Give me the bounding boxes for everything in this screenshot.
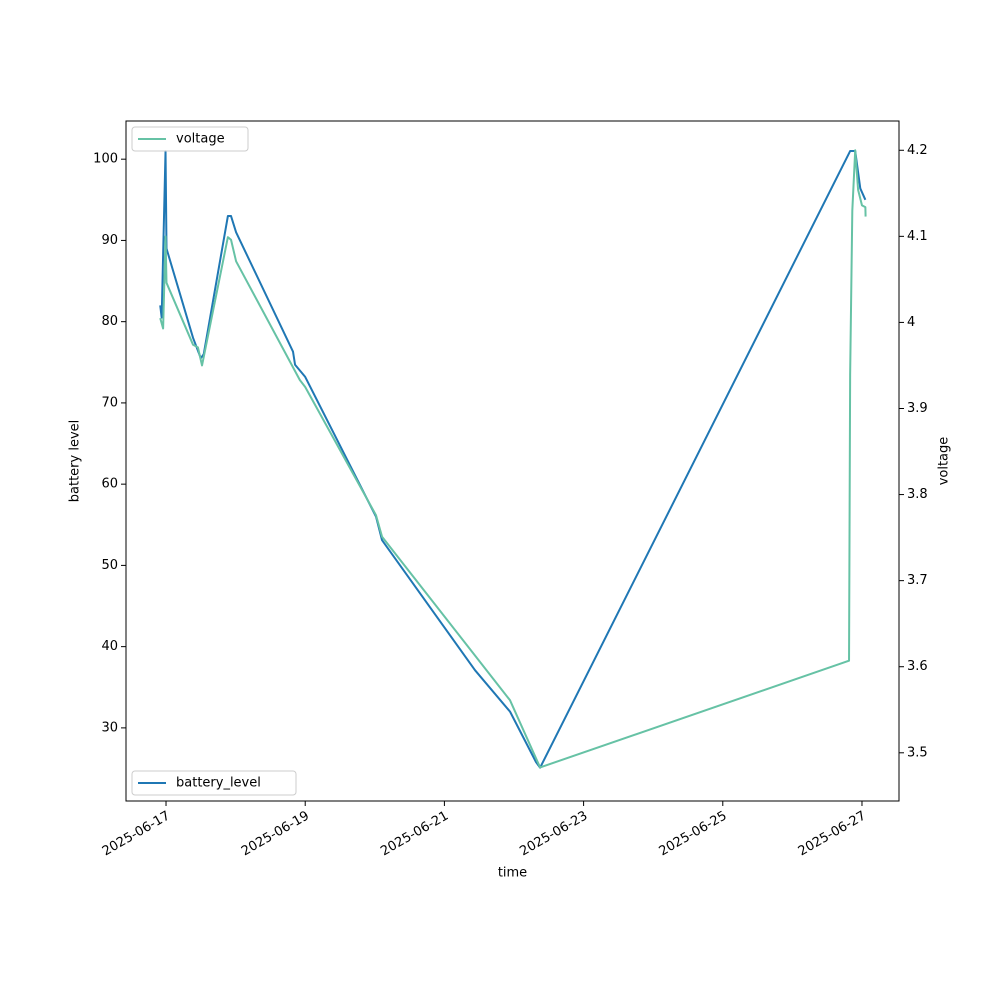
y2-tick-label: 3.7 (907, 573, 928, 588)
y-axis-label: battery level (68, 420, 83, 503)
y-tick-label: 90 (101, 233, 118, 248)
legend-label: battery_level (176, 776, 261, 791)
y2-tick-label: 4.2 (907, 143, 928, 158)
y-tick-label: 80 (101, 314, 118, 329)
y-tick-label: 70 (101, 395, 118, 410)
legend: voltage (131, 126, 249, 152)
y-tick-label: 50 (101, 558, 118, 573)
x-tick-label: 2025-06-21 (378, 809, 451, 860)
x-tick-label: 2025-06-25 (657, 809, 730, 860)
y-tick-label: 40 (101, 639, 118, 654)
x-tick-label: 2025-06-23 (517, 809, 590, 860)
y2-tick-label: 3.8 (907, 487, 928, 502)
y2-tick-label: 3.5 (907, 745, 928, 760)
series-line (159, 150, 867, 769)
x-axis-label: time (498, 866, 527, 881)
x-tick-label: 2025-06-19 (239, 809, 312, 860)
plot-frame (125, 120, 900, 802)
y2-tick-label: 4 (907, 315, 915, 330)
y2-tick-label: 3.9 (907, 401, 928, 416)
x-tick-label: 2025-06-17 (100, 809, 173, 860)
y-tick-label: 100 (93, 152, 118, 167)
y-tick-label: 30 (101, 720, 118, 735)
y2-tick-label: 4.1 (907, 229, 928, 244)
y-tick-label: 60 (101, 477, 118, 492)
legend: battery_level (131, 770, 297, 796)
y2-tick-label: 3.6 (907, 659, 928, 674)
legend-box (131, 126, 249, 152)
legend-box (131, 770, 297, 796)
y2-axis-label: voltage (937, 437, 952, 486)
x-tick-label: 2025-06-27 (796, 809, 869, 860)
series-line (159, 149, 867, 769)
legend-label: voltage (176, 132, 225, 147)
